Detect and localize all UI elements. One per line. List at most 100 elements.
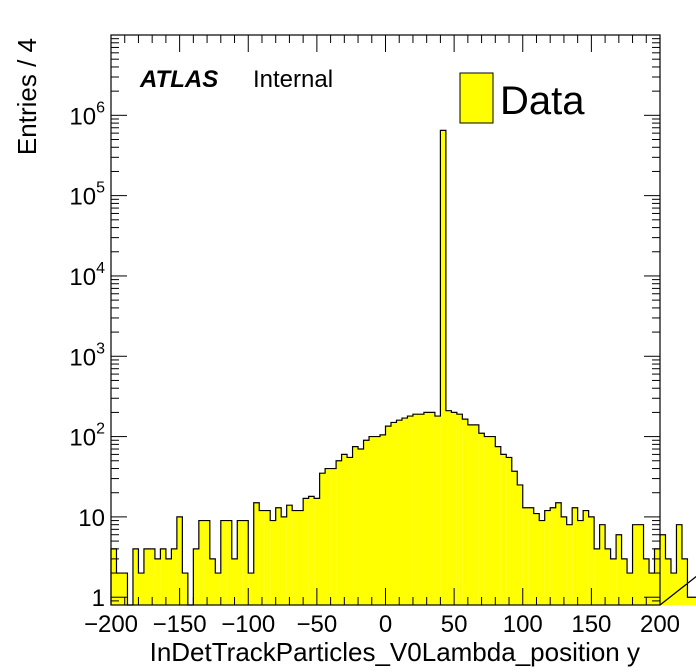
x-tick-label: −100	[221, 611, 275, 638]
histogram-bar	[588, 516, 595, 605]
histogram-bar	[143, 548, 150, 605]
histogram-bar	[544, 510, 551, 605]
histogram-bar	[572, 507, 578, 605]
histogram-bar	[363, 440, 370, 605]
histogram-bar	[522, 507, 529, 605]
histogram-bar	[407, 416, 413, 605]
histogram-bar	[566, 524, 573, 605]
histogram-bar	[204, 520, 210, 605]
histogram-bar	[215, 573, 221, 605]
histogram-bar	[632, 524, 639, 605]
histogram-bar	[555, 502, 562, 605]
histogram-bar	[638, 524, 644, 605]
histogram-bars	[110, 129, 696, 606]
histogram-bar	[440, 130, 446, 605]
histogram-bar	[160, 548, 166, 605]
histogram-bar	[198, 520, 205, 605]
histogram-bar	[132, 548, 139, 605]
histogram-bar	[610, 558, 617, 605]
histogram-bar	[347, 457, 353, 605]
histogram-bar	[528, 507, 534, 605]
histogram-bar	[605, 548, 611, 605]
histogram-bar	[171, 548, 177, 605]
histogram-bar	[314, 498, 320, 605]
histogram-bar	[654, 548, 660, 605]
histogram-bar	[259, 510, 265, 605]
histogram-bar	[182, 573, 188, 605]
histogram-bar	[445, 410, 452, 605]
x-tick-label: −200	[84, 611, 138, 638]
x-axis: −200 −150 −100 −50 0 50 100 150 200	[84, 35, 680, 638]
histogram-bar	[138, 573, 144, 605]
histogram-bar	[231, 558, 238, 605]
histogram-bar	[226, 520, 232, 605]
histogram-bar	[121, 573, 128, 605]
histogram-bar	[627, 573, 633, 605]
histogram-bar	[176, 516, 183, 605]
histogram-bar	[149, 548, 155, 605]
y-tick-label: 106	[69, 99, 105, 130]
histogram-bar	[670, 573, 677, 605]
histogram-bar	[621, 558, 628, 605]
histogram-bar	[303, 498, 309, 605]
histogram-bar	[330, 468, 337, 605]
histogram-bar	[341, 454, 348, 605]
histogram-bar	[193, 548, 199, 605]
atlas-label: ATLAS	[139, 66, 218, 93]
histogram-bar	[506, 457, 512, 605]
internal-label: Internal	[253, 66, 333, 93]
histogram-bar	[660, 534, 666, 605]
histogram-bar	[358, 449, 364, 605]
histogram-bar	[484, 436, 490, 605]
histogram-bar	[385, 426, 391, 605]
histogram-bar	[390, 422, 397, 605]
histogram-bar	[253, 502, 260, 605]
histogram-bar	[369, 436, 375, 605]
histogram-bar	[264, 510, 271, 605]
y-tick-label: 104	[69, 260, 105, 291]
y-axis: 1 10 102 103 104 105 106	[69, 34, 660, 612]
histogram-bar	[473, 424, 479, 605]
x-axis-title: InDetTrackParticles_V0Lambda_position y	[150, 637, 640, 667]
histogram-bar	[456, 414, 463, 605]
histogram-bar	[308, 496, 315, 605]
y-tick-label: 102	[69, 421, 105, 452]
histogram-bar	[275, 507, 282, 605]
histogram-bar	[665, 558, 671, 605]
histogram-bar	[692, 597, 696, 605]
histogram-outline	[110, 129, 696, 606]
x-tick-label: 100	[503, 611, 543, 638]
histogram-bar	[281, 516, 287, 605]
histogram-bar	[687, 597, 693, 605]
histogram-bar	[374, 436, 381, 605]
histogram-bar	[643, 558, 650, 605]
x-tick-label: −150	[153, 611, 207, 638]
histogram-bar	[396, 420, 402, 605]
histogram-bar	[418, 414, 424, 605]
histogram-bar	[412, 414, 419, 605]
histogram-bar	[429, 412, 435, 605]
histogram-bar	[286, 505, 293, 605]
histogram-bar	[297, 510, 304, 605]
y-tick-label: 103	[69, 340, 105, 371]
histogram-bar	[209, 558, 216, 605]
histogram-bar	[533, 513, 540, 605]
histogram-bar	[681, 558, 688, 605]
histogram-bar	[500, 454, 507, 605]
histogram-bar	[462, 419, 468, 605]
histogram-bar	[423, 412, 430, 605]
histogram-bar	[489, 436, 496, 605]
x-tick-label: 200	[640, 611, 680, 638]
y-tick-label: 105	[69, 180, 105, 211]
histogram-bar	[401, 418, 408, 605]
histogram-bar	[561, 516, 567, 605]
x-tick-label: −50	[297, 611, 338, 638]
x-tick-label: 150	[571, 611, 611, 638]
legend-swatch	[459, 72, 494, 124]
histogram-bar	[116, 573, 122, 605]
histogram-bar	[242, 520, 249, 605]
x-tick-label: 0	[379, 611, 392, 638]
histogram-bar	[292, 510, 298, 605]
histogram-bar	[511, 471, 518, 605]
